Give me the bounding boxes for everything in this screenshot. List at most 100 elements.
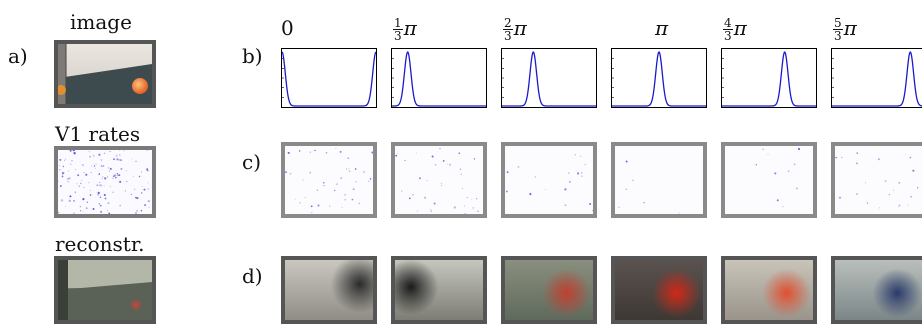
rate-dot — [835, 156, 837, 159]
rate-dot — [339, 150, 342, 153]
rate-dot — [131, 158, 133, 160]
rate-dot — [625, 160, 628, 163]
fraction-numerator: 5 — [833, 16, 843, 30]
rate-dot — [856, 193, 859, 196]
rate-dot — [73, 151, 75, 153]
tuning-curve-plot-3 — [611, 48, 707, 108]
rate-dot — [118, 174, 121, 177]
rate-dot — [58, 168, 61, 171]
rate-dot — [79, 205, 82, 208]
rate-dot — [119, 150, 120, 151]
rate-dot — [76, 183, 78, 185]
rate-dot — [460, 173, 462, 175]
recon-tile-5 — [831, 256, 922, 324]
fraction-numerator: 1 — [393, 16, 403, 30]
tuning-curve-plot-4 — [721, 48, 817, 108]
rate-dot — [67, 181, 69, 183]
rate-dot — [107, 176, 109, 178]
rate-tile-1 — [391, 142, 487, 218]
rate-dot — [138, 175, 141, 178]
rate-dot — [74, 191, 76, 193]
rate-dot — [517, 165, 520, 168]
rate-dot — [59, 185, 62, 188]
rate-dot — [580, 172, 583, 174]
rate-dot — [632, 179, 634, 181]
rate-dot — [317, 204, 320, 207]
rate-dot — [449, 163, 452, 166]
rate-dot — [289, 172, 292, 175]
rate-dot — [440, 182, 443, 185]
fraction-denominator: 3 — [394, 29, 402, 43]
rate-dot — [841, 156, 843, 158]
rate-dot — [294, 198, 296, 200]
rate-dot — [99, 204, 102, 207]
rate-dot — [341, 206, 343, 209]
rate-dot — [99, 184, 101, 186]
rate-dot — [92, 208, 95, 210]
rate-dot — [564, 204, 567, 207]
rate-dot — [107, 202, 110, 205]
rate-dot — [471, 198, 473, 200]
rate-tile-0 — [281, 142, 377, 218]
pi-symbol: π — [513, 16, 527, 40]
rate-dot — [102, 176, 104, 177]
rate-dot — [85, 213, 87, 214]
rate-dot — [146, 150, 148, 151]
rate-dot — [99, 210, 103, 214]
rate-dot — [147, 199, 150, 203]
rate-dot — [89, 194, 92, 196]
rate-dot — [82, 210, 84, 212]
rate-dot — [126, 180, 128, 183]
rate-dot — [140, 209, 143, 212]
rate-dot — [892, 189, 895, 191]
rate-dot — [767, 153, 769, 155]
column-heading-3: π — [655, 16, 668, 40]
rate-dot — [93, 165, 96, 167]
rate-dot — [401, 190, 403, 192]
rate-dot — [119, 180, 122, 184]
rate-dot — [62, 171, 64, 174]
rate-dot — [787, 170, 790, 173]
rate-dot — [66, 177, 69, 181]
rate-dot — [120, 167, 123, 170]
rate-dot — [78, 185, 81, 188]
rate-dot — [797, 147, 801, 151]
rate-dot — [96, 184, 99, 187]
rate-dot — [866, 202, 868, 204]
rate-dot — [90, 171, 92, 173]
rate-dot — [477, 210, 479, 213]
tuning-curve-line — [612, 50, 706, 107]
rate-dot — [287, 151, 290, 154]
rate-dot — [363, 171, 365, 173]
rate-dot — [304, 197, 306, 199]
rate-dot — [68, 199, 71, 202]
rate-dot — [86, 201, 89, 204]
rate-dot — [71, 160, 73, 162]
rate-dot — [98, 173, 101, 175]
rate-dot — [335, 183, 339, 186]
rate-dot — [888, 193, 891, 196]
rate-dot — [459, 168, 462, 170]
rate-dot — [431, 155, 434, 158]
tuning-curve-plot-1 — [391, 48, 487, 108]
rate-dot — [148, 206, 150, 208]
rate-dot — [118, 158, 121, 161]
rate-dot — [464, 213, 466, 214]
rate-dot — [408, 197, 411, 200]
column-heading-0: 0 — [281, 16, 294, 40]
pi-symbol: π — [733, 16, 747, 40]
rate-dot — [69, 195, 72, 198]
rate-dot — [62, 172, 64, 175]
rate-dot — [755, 164, 757, 166]
rate-dot — [348, 170, 351, 173]
rate-dot — [464, 205, 465, 207]
rate-dot — [429, 209, 431, 211]
rate-dot — [115, 155, 117, 157]
rate-dot — [589, 203, 592, 205]
rate-dot — [107, 209, 109, 211]
rate-dot — [73, 212, 75, 214]
rate-dot — [458, 152, 461, 155]
rate-dot — [345, 168, 347, 170]
